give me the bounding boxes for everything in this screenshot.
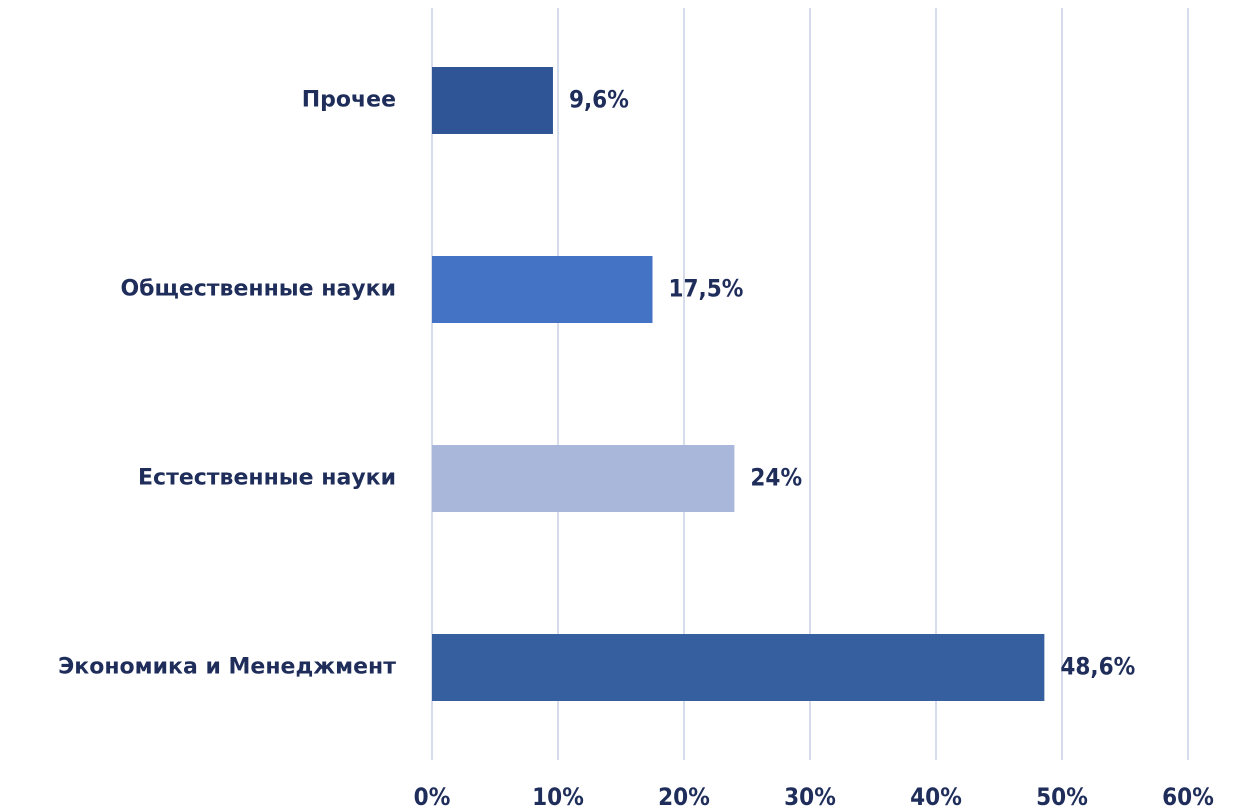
bar — [432, 67, 553, 134]
x-tick-label: 60% — [1162, 783, 1214, 811]
y-tick-label: Прочее — [302, 88, 396, 113]
x-tick-label: 10% — [532, 783, 584, 811]
y-tick-label: Естественные науки — [138, 466, 396, 491]
x-tick-label: 50% — [1036, 783, 1088, 811]
data-label: 17,5% — [669, 275, 744, 303]
data-label: 9,6% — [569, 86, 629, 114]
x-tick-label: 20% — [658, 783, 710, 811]
data-label: 48,6% — [1060, 653, 1135, 681]
bar — [432, 256, 653, 323]
y-tick-label: Общественные науки — [120, 277, 396, 302]
bar — [432, 445, 735, 512]
data-label: 24% — [750, 464, 802, 492]
x-tick-label: 30% — [784, 783, 836, 811]
y-tick-label: Экономика и Менеджмент — [58, 655, 396, 680]
bar — [432, 634, 1045, 701]
x-tick-label: 40% — [910, 783, 962, 811]
x-tick-label: 0% — [414, 783, 451, 811]
